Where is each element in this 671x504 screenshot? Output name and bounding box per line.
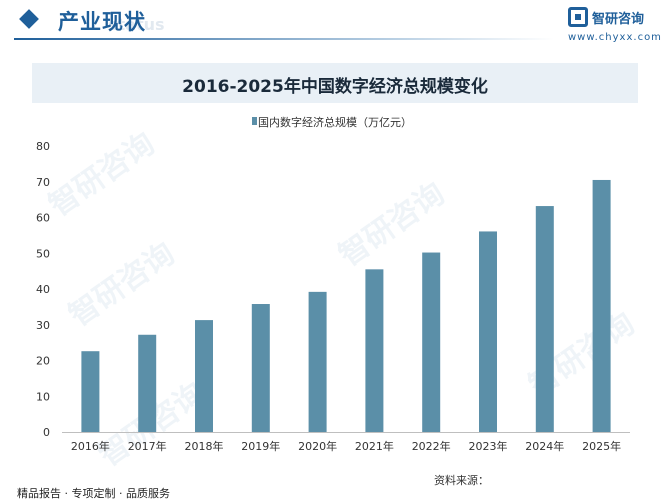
footer-tagline: 精品报告 · 专项定制 · 品质服务 [17, 487, 170, 500]
x-tick-label: 2024年 [525, 439, 564, 453]
logo-icon [568, 7, 588, 27]
bar [592, 179, 611, 432]
source-note: 资料来源： [434, 474, 489, 487]
x-tick-label: 2025年 [582, 439, 621, 453]
y-tick-label: 40 [36, 283, 50, 296]
bar [308, 291, 327, 432]
bar [81, 351, 100, 432]
y-tick-label: 80 [36, 140, 50, 153]
bar [251, 304, 270, 432]
x-tick-label: 2020年 [298, 439, 337, 453]
x-tick-label: 2018年 [185, 439, 224, 453]
header-watermark: status [108, 15, 165, 34]
chart-title-band: 2016-2025年中国数字经济总规模变化 [32, 63, 638, 103]
y-tick-label: 70 [36, 176, 50, 189]
logo-name: 智研咨询 [592, 12, 645, 27]
legend-label: 国内数字经济总规模（万亿元） [258, 116, 412, 129]
logo: 智研咨询 www.chyxx.com [568, 6, 668, 46]
header-divider [14, 38, 554, 40]
y-tick-label: 20 [36, 355, 50, 368]
x-tick-label: 2021年 [355, 439, 394, 453]
section-title: 产业现状 [58, 10, 146, 34]
chart-title: 2016-2025年中国数字经济总规模变化 [182, 77, 488, 97]
bar [195, 320, 213, 432]
y-tick-label: 30 [36, 319, 50, 332]
y-tick-label: 50 [36, 247, 50, 260]
x-tick-label: 2019年 [241, 439, 280, 453]
x-tick-label: 2023年 [469, 439, 508, 453]
header: status 产业现状 智研咨询 www.chyxx.com [0, 0, 671, 44]
x-tick-label: 2016年 [71, 439, 110, 453]
logo-url: www.chyxx.com [568, 32, 662, 43]
y-tick-label: 60 [36, 212, 50, 225]
bar [479, 231, 497, 432]
diamond-icon [19, 9, 39, 29]
x-tick-label: 2022年 [412, 439, 451, 453]
bar [422, 252, 441, 432]
y-tick-label: 10 [36, 390, 50, 403]
y-tick-label: 0 [43, 426, 50, 439]
legend-swatch [252, 117, 257, 125]
bar-chart: 0 10 20 30 40 50 60 70 80 2016年 2017年 2018年 2019年 202… [36, 140, 630, 453]
bar [365, 269, 384, 432]
bar [138, 334, 157, 432]
bar [535, 206, 554, 432]
x-tick-label: 2017年 [128, 439, 167, 453]
